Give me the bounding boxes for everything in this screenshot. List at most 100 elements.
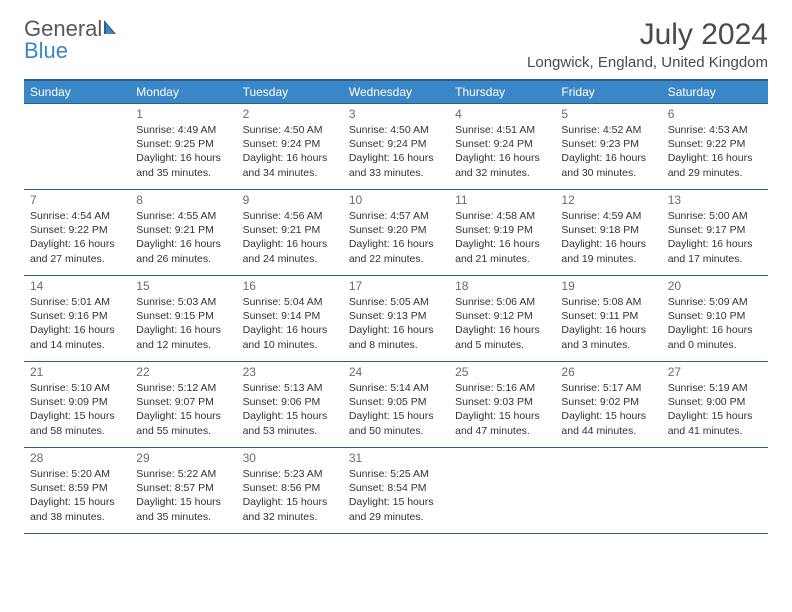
daylight2-text: and 32 minutes. <box>243 510 337 524</box>
sunset-text: Sunset: 9:22 PM <box>30 223 124 237</box>
calendar-cell: 12Sunrise: 4:59 AMSunset: 9:18 PMDayligh… <box>555 190 661 276</box>
day-number: 21 <box>30 365 124 379</box>
calendar-cell <box>662 448 768 534</box>
daylight1-text: Daylight: 16 hours <box>561 237 655 251</box>
day-number: 3 <box>349 107 443 121</box>
sunset-text: Sunset: 8:57 PM <box>136 481 230 495</box>
sunrise-text: Sunrise: 5:17 AM <box>561 381 655 395</box>
sunrise-text: Sunrise: 5:00 AM <box>668 209 762 223</box>
day-number: 15 <box>136 279 230 293</box>
calendar-cell: 19Sunrise: 5:08 AMSunset: 9:11 PMDayligh… <box>555 276 661 362</box>
daylight2-text: and 32 minutes. <box>455 166 549 180</box>
sunrise-text: Sunrise: 4:50 AM <box>349 123 443 137</box>
day-number: 28 <box>30 451 124 465</box>
daylight2-text: and 19 minutes. <box>561 252 655 266</box>
day-header-row: Sunday Monday Tuesday Wednesday Thursday… <box>24 80 768 104</box>
day-header: Sunday <box>24 80 130 104</box>
calendar-cell <box>24 104 130 190</box>
sunrise-text: Sunrise: 4:49 AM <box>136 123 230 137</box>
sunrise-text: Sunrise: 5:20 AM <box>30 467 124 481</box>
sunrise-text: Sunrise: 4:54 AM <box>30 209 124 223</box>
sunset-text: Sunset: 9:05 PM <box>349 395 443 409</box>
location: Longwick, England, United Kingdom <box>527 54 768 71</box>
logo-word2: Blue <box>24 38 68 63</box>
sunrise-text: Sunrise: 5:03 AM <box>136 295 230 309</box>
daylight2-text: and 58 minutes. <box>30 424 124 438</box>
daylight2-text: and 55 minutes. <box>136 424 230 438</box>
calendar-cell: 14Sunrise: 5:01 AMSunset: 9:16 PMDayligh… <box>24 276 130 362</box>
daylight2-text: and 44 minutes. <box>561 424 655 438</box>
sunset-text: Sunset: 8:54 PM <box>349 481 443 495</box>
month-title: July 2024 <box>527 18 768 52</box>
daylight1-text: Daylight: 16 hours <box>561 323 655 337</box>
sunset-text: Sunset: 9:16 PM <box>30 309 124 323</box>
calendar-cell: 16Sunrise: 5:04 AMSunset: 9:14 PMDayligh… <box>237 276 343 362</box>
day-number: 30 <box>243 451 337 465</box>
sunset-text: Sunset: 9:24 PM <box>243 137 337 151</box>
sunset-text: Sunset: 9:17 PM <box>668 223 762 237</box>
sunset-text: Sunset: 9:02 PM <box>561 395 655 409</box>
calendar-cell: 17Sunrise: 5:05 AMSunset: 9:13 PMDayligh… <box>343 276 449 362</box>
sunrise-text: Sunrise: 5:23 AM <box>243 467 337 481</box>
daylight1-text: Daylight: 16 hours <box>455 323 549 337</box>
day-number: 24 <box>349 365 443 379</box>
daylight1-text: Daylight: 16 hours <box>668 323 762 337</box>
day-number: 19 <box>561 279 655 293</box>
sunrise-text: Sunrise: 4:56 AM <box>243 209 337 223</box>
calendar-cell: 28 Sunrise: 5:20 AMSunset: 8:59 PMDayligh… <box>24 448 130 534</box>
calendar-cell: 7Sunrise: 4:54 AMSunset: 9:22 PMDaylight… <box>24 190 130 276</box>
daylight2-text: and 10 minutes. <box>243 338 337 352</box>
day-number: 5 <box>561 107 655 121</box>
calendar-cell: 18Sunrise: 5:06 AMSunset: 9:12 PMDayligh… <box>449 276 555 362</box>
daylight2-text: and 26 minutes. <box>136 252 230 266</box>
daylight1-text: Daylight: 16 hours <box>349 323 443 337</box>
calendar-cell: 31Sunrise: 5:25 AMSunset: 8:54 PMDayligh… <box>343 448 449 534</box>
sunset-text: Sunset: 9:13 PM <box>349 309 443 323</box>
sunrise-text: Sunrise: 5:06 AM <box>455 295 549 309</box>
calendar-cell: 29Sunrise: 5:22 AMSunset: 8:57 PMDayligh… <box>130 448 236 534</box>
day-number: 31 <box>349 451 443 465</box>
sunset-text: Sunset: 9:14 PM <box>243 309 337 323</box>
sunrise-text: Sunrise: 4:53 AM <box>668 123 762 137</box>
daylight1-text: Daylight: 15 hours <box>243 409 337 423</box>
sunset-text: Sunset: 9:23 PM <box>561 137 655 151</box>
sunrise-text: Sunrise: 4:57 AM <box>349 209 443 223</box>
calendar-cell: 1Sunrise: 4:49 AMSunset: 9:25 PMDaylight… <box>130 104 236 190</box>
sunrise-text: Sunrise: 4:58 AM <box>455 209 549 223</box>
calendar-cell: 6Sunrise: 4:53 AMSunset: 9:22 PMDaylight… <box>662 104 768 190</box>
calendar-cell: 9Sunrise: 4:56 AMSunset: 9:21 PMDaylight… <box>237 190 343 276</box>
sunrise-text: Sunrise: 5:04 AM <box>243 295 337 309</box>
daylight1-text: Daylight: 15 hours <box>349 495 443 509</box>
day-number: 9 <box>243 193 337 207</box>
daylight2-text: and 27 minutes. <box>30 252 124 266</box>
day-header: Friday <box>555 80 661 104</box>
day-number: 1 <box>136 107 230 121</box>
day-number: 6 <box>668 107 762 121</box>
daylight2-text: and 24 minutes. <box>243 252 337 266</box>
sunrise-text: Sunrise: 5:10 AM <box>30 381 124 395</box>
calendar-cell: 8Sunrise: 4:55 AMSunset: 9:21 PMDaylight… <box>130 190 236 276</box>
sunset-text: Sunset: 8:59 PM <box>30 481 124 495</box>
daylight1-text: Daylight: 15 hours <box>30 495 124 509</box>
calendar-cell: 27Sunrise: 5:19 AMSunset: 9:00 PMDayligh… <box>662 362 768 448</box>
daylight1-text: Daylight: 15 hours <box>243 495 337 509</box>
daylight2-text: and 34 minutes. <box>243 166 337 180</box>
calendar-cell: 26Sunrise: 5:17 AMSunset: 9:02 PMDayligh… <box>555 362 661 448</box>
daylight1-text: Daylight: 15 hours <box>136 495 230 509</box>
day-number: 26 <box>561 365 655 379</box>
calendar-cell <box>449 448 555 534</box>
day-number: 11 <box>455 193 549 207</box>
daylight1-text: Daylight: 15 hours <box>455 409 549 423</box>
daylight1-text: Daylight: 16 hours <box>243 151 337 165</box>
sunrise-text: Sunrise: 5:14 AM <box>349 381 443 395</box>
sunrise-text: Sunrise: 4:55 AM <box>136 209 230 223</box>
calendar-table: Sunday Monday Tuesday Wednesday Thursday… <box>24 79 768 534</box>
sunrise-text: Sunrise: 4:50 AM <box>243 123 337 137</box>
sunrise-text: Sunrise: 5:05 AM <box>349 295 443 309</box>
daylight1-text: Daylight: 16 hours <box>243 237 337 251</box>
sunset-text: Sunset: 9:09 PM <box>30 395 124 409</box>
day-number: 12 <box>561 193 655 207</box>
daylight1-text: Daylight: 15 hours <box>136 409 230 423</box>
day-header: Saturday <box>662 80 768 104</box>
daylight2-text: and 21 minutes. <box>455 252 549 266</box>
